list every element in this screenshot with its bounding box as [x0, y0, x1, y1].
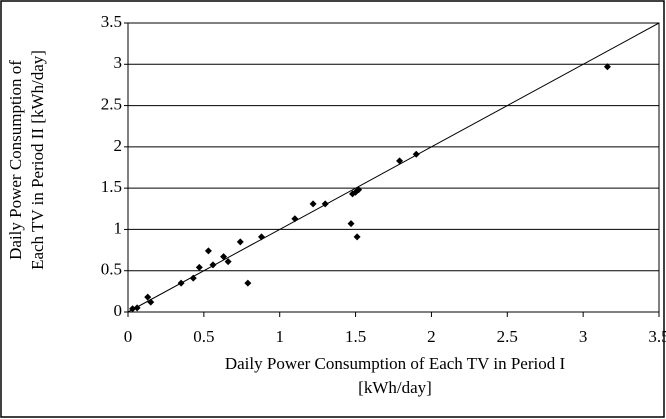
plot-area	[127, 22, 660, 313]
point	[412, 150, 420, 158]
x-tick-label: 3.5	[648, 327, 666, 346]
x-tick-label: 2.5	[497, 327, 518, 346]
point	[204, 247, 212, 255]
x-tick-label: 2	[427, 327, 436, 346]
y-tick-label: 0.5	[101, 260, 122, 279]
identity-line	[127, 22, 660, 313]
point	[133, 304, 141, 312]
y-tick-label: 1	[114, 218, 123, 237]
point	[244, 279, 252, 287]
y-tick-label: 2.5	[101, 94, 122, 113]
point	[321, 200, 329, 208]
point	[220, 253, 228, 261]
point	[195, 263, 203, 271]
point	[353, 233, 361, 241]
point	[147, 298, 155, 306]
point	[189, 274, 197, 282]
y-tick-label: 0	[114, 301, 123, 320]
x-axis-label: [kWh/day]	[358, 378, 432, 397]
point	[209, 261, 217, 269]
point	[258, 233, 266, 241]
y-tick-label: 2	[114, 136, 123, 155]
y-axis-label: Daily Power Consumption of	[6, 60, 25, 260]
point	[603, 63, 611, 71]
point	[291, 215, 299, 223]
x-tick-label: 0.5	[193, 327, 214, 346]
point	[347, 220, 355, 228]
y-tick-label: 3.5	[101, 12, 122, 31]
x-tick-label: 1	[275, 327, 284, 346]
point	[224, 258, 232, 266]
x-axis-label: Daily Power Consumption of Each TV in Pe…	[225, 354, 566, 373]
point	[309, 200, 317, 208]
x-tick-label: 3	[579, 327, 588, 346]
x-tick-label: 0	[124, 327, 133, 346]
point	[129, 305, 137, 313]
point	[144, 293, 152, 301]
y-tick-label: 3	[114, 53, 123, 72]
point	[236, 238, 244, 246]
x-tick-label: 1.5	[345, 327, 366, 346]
point	[396, 157, 404, 165]
y-tick-label: 1.5	[101, 177, 122, 196]
point	[177, 279, 185, 287]
y-axis-label: Each TV in Period II [kWh/day]	[28, 50, 47, 270]
point	[355, 186, 363, 194]
